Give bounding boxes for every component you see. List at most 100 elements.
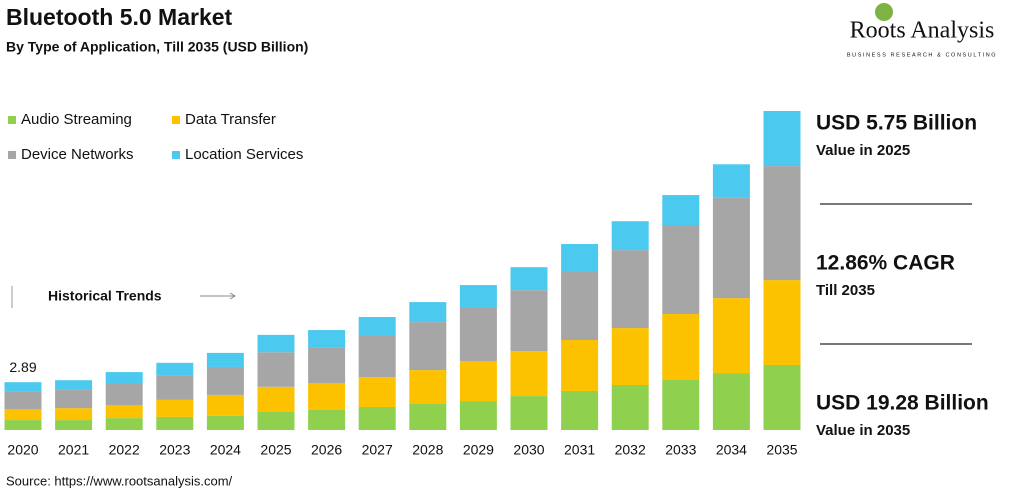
legend-swatch — [8, 116, 16, 124]
chart-subtitle: By Type of Application, Till 2035 (USD B… — [6, 39, 308, 55]
x-tick-label: 2027 — [362, 442, 393, 458]
brand-tagline: BUSINESS RESEARCH & CONSULTING — [847, 52, 997, 58]
bar-segment — [662, 314, 700, 381]
annotation: Historical Trends — [48, 288, 162, 304]
legend-swatch — [172, 116, 180, 124]
highlight-note: Value in 2025 — [816, 142, 910, 159]
bar-segment — [55, 420, 93, 430]
chart-title: Bluetooth 5.0 Market — [6, 4, 233, 30]
legend-label: Audio Streaming — [21, 111, 132, 128]
bar-segment — [358, 407, 396, 430]
x-tick-label: 2028 — [412, 442, 443, 458]
bar-segment — [510, 396, 548, 430]
x-tick-label: 2033 — [665, 442, 696, 458]
bar-segment — [763, 280, 801, 365]
bar-segment — [4, 409, 42, 421]
bar-segment — [409, 322, 447, 371]
legend-label: Data Transfer — [185, 111, 276, 128]
bar-segment — [611, 221, 649, 251]
bar-segment — [308, 347, 346, 384]
bar-segment — [459, 401, 497, 430]
bar-segment — [763, 364, 801, 430]
bar-segment — [105, 405, 143, 419]
logo: Roots Analysis BUSINESS RESEARCH & CONSU… — [847, 3, 997, 58]
highlight-value: USD 5.75 Billion — [816, 112, 977, 135]
bar-segment — [561, 339, 599, 391]
bar-segment — [105, 372, 143, 384]
bar-segment — [409, 302, 447, 323]
bar-segment — [459, 361, 497, 402]
bar-segment — [763, 111, 801, 167]
logo-tree — [875, 3, 893, 21]
bar-segment — [257, 334, 295, 353]
bar-segment — [55, 408, 93, 421]
bar-segment — [4, 391, 42, 410]
bar-segment — [662, 225, 700, 315]
bar-segment — [156, 375, 194, 400]
bar-segment — [206, 352, 244, 367]
highlight-value: 12.86% CAGR — [816, 252, 955, 275]
bar-segment — [712, 197, 750, 299]
x-tick-label: 2023 — [159, 442, 190, 458]
bar-segment — [561, 390, 599, 430]
bar-segment — [561, 271, 599, 340]
x-tick-label: 2034 — [716, 442, 747, 458]
bar-segment — [257, 352, 295, 387]
bar-segment — [308, 330, 346, 348]
highlight-note: Value in 2035 — [816, 422, 910, 439]
bar-segment — [358, 336, 396, 378]
bar-segment — [712, 373, 750, 430]
bar-segment — [611, 250, 649, 329]
x-tick-label: 2032 — [615, 442, 646, 458]
brand: Roots Analysis — [850, 18, 995, 44]
highlight-value: USD 19.28 Billion — [816, 392, 989, 415]
x-tick-label: 2024 — [210, 442, 241, 458]
bar-segment — [55, 380, 93, 390]
bar-segment — [510, 290, 548, 352]
x-tick-label: 2031 — [564, 442, 595, 458]
bar-segment — [510, 351, 548, 397]
x-tick-label: 2025 — [260, 442, 291, 458]
bar-segment — [409, 404, 447, 430]
bar-segment — [611, 328, 649, 385]
bar-segment — [662, 195, 700, 226]
bar-segment — [459, 307, 497, 362]
x-tick-label: 2020 — [7, 442, 38, 458]
bar-segment — [55, 389, 93, 409]
bar-segment — [459, 285, 497, 308]
bar-segment — [105, 418, 143, 430]
bar-segment — [611, 384, 649, 430]
bar-segment — [257, 411, 295, 430]
x-tick-label: 2030 — [513, 442, 544, 458]
bar-segment — [308, 383, 346, 410]
bar-segment — [206, 366, 244, 395]
bar-segment — [257, 386, 295, 412]
bar-segment — [712, 298, 750, 374]
legend-swatch — [8, 151, 16, 159]
source: Source: https://www.rootsanalysis.com/ — [6, 473, 233, 488]
highlight-note: Till 2035 — [816, 282, 875, 299]
x-tick-label: 2029 — [463, 442, 494, 458]
bar-segment — [105, 383, 143, 406]
x-tick-label: 2026 — [311, 442, 342, 458]
bar-segment — [156, 416, 194, 430]
bar-segment — [4, 382, 42, 392]
bar-segment — [206, 415, 244, 430]
bar-segment — [308, 409, 346, 430]
annotation-arrowhead — [229, 292, 236, 300]
x-tick-label: 2021 — [58, 442, 89, 458]
bar-segment — [561, 244, 599, 272]
legend-label: Location Services — [185, 146, 303, 163]
bar-segment — [206, 394, 244, 416]
bar-segment — [358, 377, 396, 408]
legend-swatch — [172, 151, 180, 159]
bar-segment — [156, 362, 194, 376]
legend-label: Device Networks — [21, 146, 134, 163]
data-label: 2.89 — [9, 359, 36, 375]
bar-segment — [712, 164, 750, 198]
bar-segment — [4, 420, 42, 430]
bar-segment — [358, 316, 396, 337]
bar-segment — [763, 166, 801, 281]
bar-segment — [510, 267, 548, 291]
